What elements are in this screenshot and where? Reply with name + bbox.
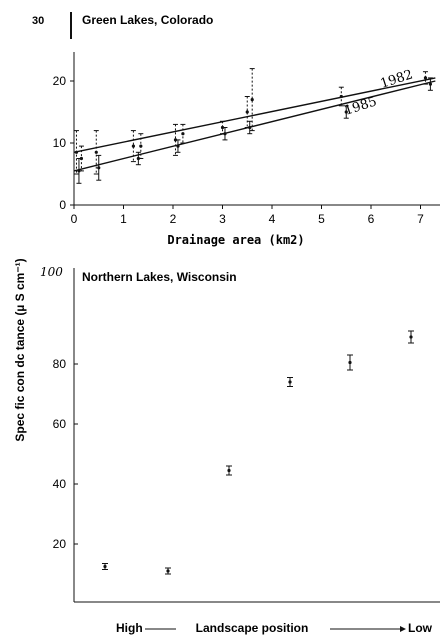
top-point-1982-8 [244, 96, 250, 128]
x-start-label-high: High [116, 621, 143, 635]
top-point-1982-2 [93, 130, 99, 175]
top-panel-title: Green Lakes, Colorado [82, 13, 213, 27]
bottom-y-tick-label-60: 60 [53, 417, 67, 431]
bottom-point-1-marker [103, 564, 107, 569]
bottom-point-5 [347, 354, 353, 371]
top-panel-y-max-label: 30 [32, 15, 44, 27]
bottom-point-6 [408, 330, 414, 344]
bottom-point-5-marker [348, 360, 352, 365]
top-y-tick-label-10: 10 [53, 136, 67, 150]
top-point-1982-4-marker [139, 144, 143, 148]
top-point-1985-3-marker [176, 144, 180, 148]
top-point-1985-6-marker [344, 110, 348, 114]
bottom-point-6-marker [409, 335, 413, 339]
top-point-1982-0 [73, 130, 79, 175]
top-point-1985-0 [76, 158, 82, 184]
top-x-tick-label-2: 2 [170, 212, 177, 226]
top-point-1985-1-marker [97, 166, 101, 170]
top-point-1982-10-marker [339, 94, 343, 99]
top-point-1985-7-marker [428, 82, 432, 86]
top-point-1982-9-marker [250, 98, 254, 102]
top-point-1982-8-marker [245, 110, 249, 114]
regression-line-1985 [73, 80, 436, 172]
bottom-point-2-marker [166, 569, 170, 573]
regression-line-1982 [73, 77, 436, 153]
green-lakes-panel: 30 Green Lakes, Colorado 1982 0123456701… [32, 12, 440, 247]
top-point-1985-1 [96, 154, 102, 181]
bottom-point-1 [102, 563, 108, 570]
top-point-1982-6-marker [181, 132, 185, 136]
top-x-tick-label-0: 0 [71, 212, 78, 226]
bottom-panel-x-axis-label: Landscape position [196, 621, 309, 635]
top-point-1985-4 [222, 127, 228, 141]
bottom-y-tick-label-80: 80 [53, 357, 67, 371]
bottom-panel-y-max-label: 100 [40, 265, 63, 279]
top-point-1985-5-marker [248, 125, 252, 130]
top-point-1982-3-marker [131, 144, 135, 148]
top-point-1982-2-marker [94, 150, 98, 154]
top-point-1985-2-marker [136, 156, 140, 161]
top-x-tick-label-6: 6 [368, 212, 375, 226]
top-x-tick-label-1: 1 [120, 212, 127, 226]
top-point-1985-7 [427, 77, 433, 91]
top-point-1985-6 [343, 105, 349, 119]
top-point-1982-0-marker [74, 150, 79, 154]
bottom-point-4-marker [288, 380, 292, 384]
top-x-tick-label-3: 3 [219, 212, 226, 226]
top-point-1985-4-marker [223, 132, 227, 136]
top-y-tick-label-0: 0 [59, 198, 66, 212]
northern-lakes-panel: 100 Northern Lakes, Wisconsin 20 40 60 80 H… [40, 265, 440, 635]
top-point-1982-11 [422, 71, 428, 85]
shared-y-axis-label: Spec fic con dc tance (µ S cm⁻¹) [13, 258, 27, 441]
bottom-panel-plot-area [102, 330, 414, 575]
top-panel-plot-area [73, 68, 436, 184]
top-x-tick-label-4: 4 [269, 212, 276, 226]
top-point-1985-5 [247, 120, 253, 135]
top-point-1982-6 [180, 123, 186, 144]
bottom-y-tick-label-20: 20 [53, 537, 67, 551]
series-label-1985: 1985 [343, 94, 379, 118]
top-point-1985-0-marker [77, 169, 81, 173]
top-point-1982-10 [338, 86, 344, 107]
bottom-y-tick-label-40: 40 [53, 477, 67, 491]
top-point-1985-3 [175, 139, 181, 153]
bottom-panel-title: Northern Lakes, Wisconsin [82, 270, 237, 284]
top-point-1985-2 [135, 151, 141, 166]
top-x-tick-label-7: 7 [417, 212, 424, 226]
top-x-tick-label-5: 5 [318, 212, 325, 226]
x-end-label-low: Low [408, 621, 433, 635]
bottom-point-3 [226, 465, 232, 476]
top-panel-ticks: 0 1 2 3 4 5 6 7 0 10 20 [53, 74, 425, 226]
top-point-1982-11-marker [423, 76, 428, 80]
bottom-point-2 [165, 567, 171, 575]
bottom-panel-ticks: 20 40 60 80 [53, 357, 78, 551]
bottom-point-4 [287, 377, 293, 387]
top-panel-x-axis-label: Drainage area (km2) [167, 233, 304, 247]
x-axis-arrow-head [400, 626, 406, 632]
bottom-point-3-marker [227, 468, 231, 473]
top-y-tick-label-20: 20 [53, 74, 67, 88]
top-point-1982-9 [249, 68, 255, 132]
